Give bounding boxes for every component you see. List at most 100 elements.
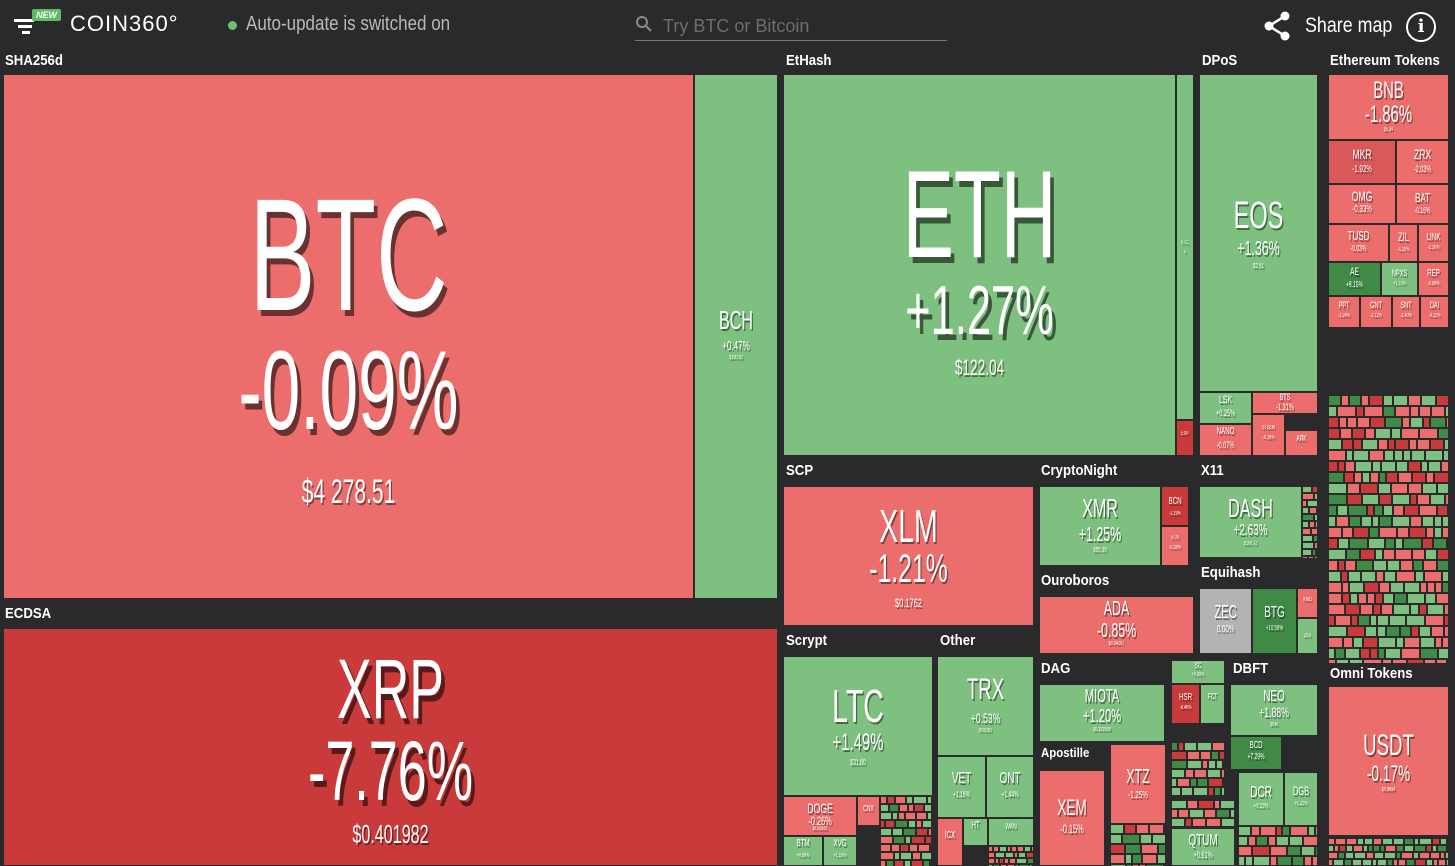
small-coin-tile[interactable] [927, 812, 932, 820]
small-coin-tile[interactable] [1345, 852, 1354, 859]
small-coin-tile[interactable] [1216, 809, 1230, 818]
dag-small-tiles[interactable] [1171, 742, 1225, 797]
small-coin-tile[interactable] [1442, 582, 1449, 593]
small-coin-tile[interactable] [1409, 439, 1417, 450]
small-coin-tile[interactable] [1268, 836, 1276, 846]
small-coin-tile[interactable] [1347, 483, 1360, 494]
small-coin-tile[interactable] [1238, 846, 1252, 856]
small-coin-tile[interactable] [1338, 538, 1349, 549]
small-coin-tile[interactable] [880, 852, 894, 860]
small-coin-tile[interactable] [1132, 854, 1142, 864]
small-coin-tile[interactable] [1422, 538, 1433, 549]
small-coin-tile[interactable] [1171, 827, 1181, 828]
small-coin-tile[interactable] [1383, 593, 1394, 604]
small-coin-tile[interactable] [1353, 527, 1369, 538]
coin-tile-fct[interactable]: FCT [1200, 684, 1225, 724]
small-coin-tile[interactable] [1419, 428, 1438, 439]
small-coin-tile[interactable] [1184, 742, 1197, 751]
small-coin-tile[interactable] [1353, 439, 1362, 450]
small-coin-tile[interactable] [1328, 626, 1347, 637]
small-coin-tile[interactable] [1302, 556, 1308, 558]
small-coin-tile[interactable] [1171, 800, 1187, 809]
small-coin-tile[interactable] [1314, 493, 1318, 500]
small-coin-tile[interactable] [1253, 856, 1270, 866]
small-coin-tile[interactable] [1146, 864, 1164, 866]
small-coin-tile[interactable] [1110, 864, 1126, 866]
coin-tile-snt[interactable]: SNT -1.40% [1392, 296, 1420, 328]
menu-icon[interactable] [14, 14, 44, 38]
small-coin-tile[interactable] [1185, 769, 1194, 778]
small-coin-tile[interactable] [1342, 527, 1353, 538]
small-coin-tile[interactable] [1437, 560, 1449, 571]
small-coin-tile[interactable] [1443, 450, 1449, 461]
small-coin-tile[interactable] [1354, 472, 1362, 483]
search-input[interactable] [661, 13, 945, 39]
small-coin-tile[interactable] [880, 796, 887, 804]
small-coin-tile[interactable] [1362, 439, 1378, 450]
small-coin-tile[interactable] [1413, 852, 1419, 859]
ethereum-tokens-small-tiles[interactable] [1328, 395, 1449, 663]
small-coin-tile[interactable] [1408, 483, 1422, 494]
coin-tile-mkr[interactable]: MKR -1.92% [1328, 140, 1396, 184]
small-coin-tile[interactable] [928, 828, 932, 836]
small-coin-tile[interactable] [1360, 648, 1370, 659]
small-coin-tile[interactable] [1442, 571, 1449, 582]
small-coin-tile[interactable] [1221, 787, 1225, 796]
small-coin-tile[interactable] [1421, 461, 1428, 472]
small-coin-tile[interactable] [1333, 859, 1344, 866]
small-coin-tile[interactable] [1401, 852, 1413, 859]
small-coin-tile[interactable] [908, 804, 914, 812]
small-coin-tile[interactable] [1018, 852, 1026, 858]
small-coin-tile[interactable] [1315, 846, 1318, 856]
small-coin-tile[interactable] [1314, 556, 1318, 558]
search-box[interactable] [635, 10, 947, 41]
small-coin-tile[interactable] [1446, 417, 1449, 428]
small-coin-tile[interactable] [1215, 796, 1223, 797]
small-coin-tile[interactable] [1380, 845, 1385, 852]
small-coin-tile[interactable] [1315, 521, 1318, 528]
dag-small-tiles-lower[interactable] [1171, 800, 1235, 828]
small-coin-tile[interactable] [988, 858, 995, 864]
small-coin-tile[interactable] [1190, 827, 1201, 828]
small-coin-tile[interactable] [1223, 796, 1225, 797]
small-coin-tile[interactable] [1392, 659, 1407, 663]
small-coin-tile[interactable] [1361, 395, 1369, 406]
small-coin-tile[interactable] [1308, 556, 1314, 558]
small-coin-tile[interactable] [1302, 528, 1311, 535]
small-coin-tile[interactable] [1436, 593, 1449, 604]
small-coin-tile[interactable] [1410, 406, 1419, 417]
small-coin-tile[interactable] [922, 820, 932, 828]
small-coin-tile[interactable] [1363, 659, 1382, 663]
dbft-small-tiles[interactable] [1238, 826, 1318, 866]
small-coin-tile[interactable] [1328, 852, 1338, 859]
small-coin-tile[interactable] [1328, 538, 1338, 549]
small-coin-tile[interactable] [1361, 571, 1376, 582]
small-coin-tile[interactable] [1350, 593, 1358, 604]
small-coin-tile[interactable] [1373, 560, 1387, 571]
small-coin-tile[interactable] [1328, 516, 1336, 527]
logo[interactable]: COIN360° [70, 11, 179, 36]
small-coin-tile[interactable] [1385, 845, 1396, 852]
small-coin-tile[interactable] [1227, 827, 1234, 828]
small-coin-tile[interactable] [1401, 428, 1419, 439]
small-coin-tile[interactable] [887, 796, 895, 804]
small-coin-tile[interactable] [1338, 461, 1345, 472]
small-coin-tile[interactable] [1005, 852, 1014, 858]
small-coin-tile[interactable] [1377, 626, 1386, 637]
small-coin-tile[interactable] [892, 812, 898, 820]
small-coin-tile[interactable] [1221, 818, 1235, 827]
small-coin-tile[interactable] [999, 858, 1004, 864]
small-coin-tile[interactable] [1389, 615, 1406, 626]
small-coin-tile[interactable] [1208, 760, 1216, 769]
small-coin-tile[interactable] [927, 796, 932, 804]
small-coin-tile[interactable] [1212, 742, 1225, 751]
small-coin-tile[interactable] [1377, 859, 1387, 866]
small-coin-tile[interactable] [1311, 528, 1318, 535]
small-coin-tile[interactable] [1270, 856, 1277, 866]
small-coin-tile[interactable] [1335, 615, 1351, 626]
small-coin-tile[interactable] [1383, 505, 1393, 516]
small-coin-tile[interactable] [1391, 428, 1401, 439]
small-coin-tile[interactable] [916, 828, 928, 836]
small-coin-tile[interactable] [1447, 538, 1449, 549]
small-coin-tile[interactable] [1314, 514, 1318, 521]
